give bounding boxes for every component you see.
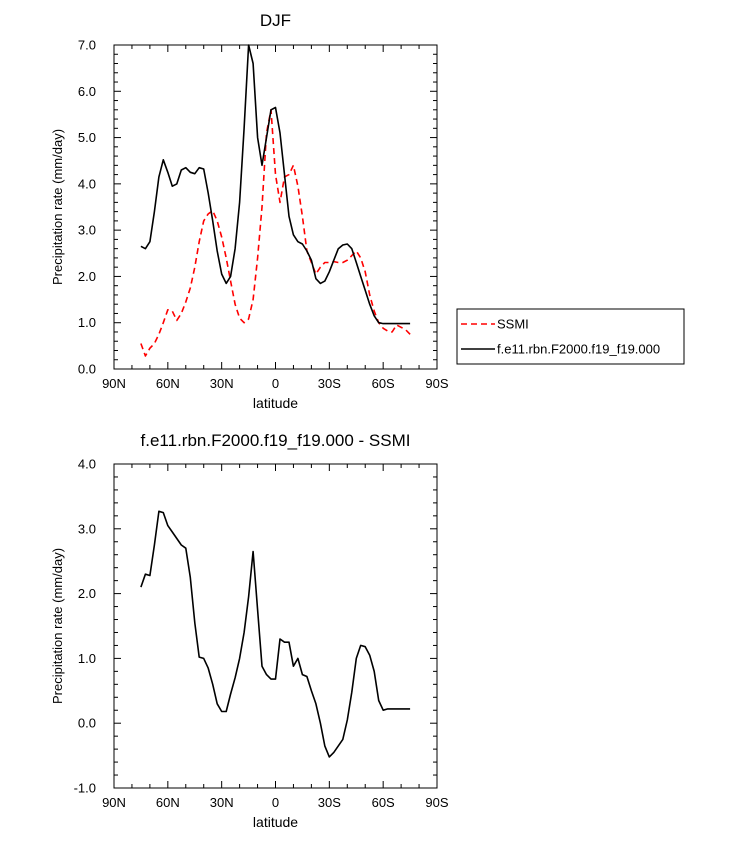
legend-box xyxy=(456,308,685,365)
y-tick-label: 2.0 xyxy=(78,586,96,601)
y-tick-label: 3.0 xyxy=(78,521,96,536)
y-tick-label: 6.0 xyxy=(78,84,96,99)
legend-label: f.e11.rbn.F2000.f19_f19.000 xyxy=(497,342,660,357)
x-tick-label: 30N xyxy=(210,795,234,810)
y-tick-label: 3.0 xyxy=(78,223,96,238)
y-tick-label: 2.0 xyxy=(78,269,96,284)
chart-panel-bottom: f.e11.rbn.F2000.f19_f19.000 - SSMI 90N 60N… xyxy=(50,431,449,830)
y-tick-label: 1.0 xyxy=(78,315,96,330)
series-line-0-0 xyxy=(140,109,411,357)
y-tick-label: 0.0 xyxy=(78,362,96,377)
x-tick-label: 90N xyxy=(102,795,126,810)
chart-title: f.e11.rbn.F2000.f19_f19.000 - SSMI xyxy=(141,431,411,450)
x-tick-label: 60S xyxy=(372,376,395,391)
x-tick-label: 0 xyxy=(272,376,279,391)
y-tick-label: 7.0 xyxy=(78,38,96,53)
x-tick-label: 90S xyxy=(425,795,448,810)
legend: SSMI f.e11.rbn.F2000.f19_f19.000 xyxy=(456,308,685,365)
y-tick-label: -1.0 xyxy=(74,781,96,796)
legend-label: SSMI xyxy=(497,317,529,332)
y-tick-label: 5.0 xyxy=(78,130,96,145)
y-tick-label: 4.0 xyxy=(78,176,96,191)
x-axis-label: latitude xyxy=(253,814,298,830)
x-axis-label: latitude xyxy=(253,395,298,411)
series-line-0-1 xyxy=(140,44,411,325)
x-tick-label: 30N xyxy=(210,376,234,391)
y-tick-label: 4.0 xyxy=(78,457,96,472)
x-tick-label: 30S xyxy=(318,795,341,810)
x-tick-label: 90S xyxy=(425,376,448,391)
y-tick-label: 1.0 xyxy=(78,651,96,666)
x-tick-label: 30S xyxy=(318,376,341,391)
x-tick-label: 0 xyxy=(272,795,279,810)
y-tick-label: 0.0 xyxy=(78,716,96,731)
x-tick-label: 60N xyxy=(156,795,180,810)
x-tick-label: 60S xyxy=(372,795,395,810)
x-tick-label: 60N xyxy=(156,376,180,391)
plot-frame xyxy=(113,44,438,370)
y-axis-label: Precipitation rate (mm/day) xyxy=(50,129,65,285)
y-axis-label: Precipitation rate (mm/day) xyxy=(50,548,65,704)
chart-panel-top: DJF 90N 60N 30N 0 30S 60S 90S 0.0 1.0 2.0 3.0 4.0 5.0… xyxy=(50,11,449,411)
chart-title: DJF xyxy=(260,11,291,30)
x-tick-label: 90N xyxy=(102,376,126,391)
series-line-1-0 xyxy=(140,510,411,758)
